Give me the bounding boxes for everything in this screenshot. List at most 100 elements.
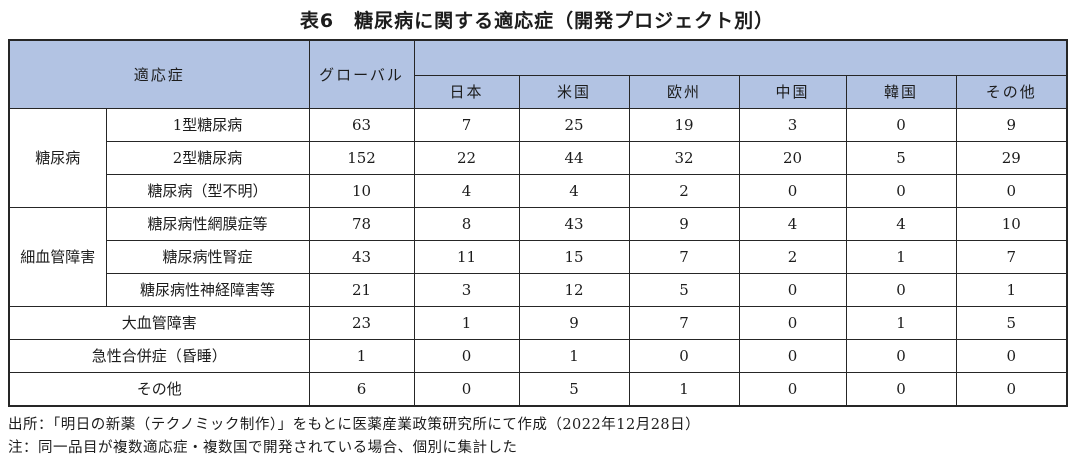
value-cell: 1: [518, 339, 630, 373]
header-row-regions: 日本 米国 欧州 中国 韓国 その他: [9, 75, 1068, 109]
header-region-band: [413, 39, 1068, 76]
value-cell: 0: [738, 306, 847, 340]
value-cell: 7: [628, 240, 740, 274]
value-cell: 1: [308, 339, 415, 373]
footnotes: 出所：「明日の新薬（テクノミック制作）」をもとに医薬産業政策研究所にて作成（20…: [8, 414, 1074, 460]
value-cell: 43: [308, 240, 415, 274]
value-cell: 5: [955, 306, 1068, 340]
value-cell: 19: [628, 108, 740, 142]
method-note: 注：同一品目が複数適応症・複数国で開発されている場合、個別に集計した: [8, 440, 518, 456]
value-cell: 0: [738, 273, 847, 307]
value-cell: 2: [738, 240, 847, 274]
row-label-neuropathy: 糖尿病性神経障害等: [105, 273, 310, 307]
table-row: 2型糖尿病 152 22 44 32 20 5 29: [9, 141, 1068, 175]
value-cell: 0: [845, 273, 957, 307]
value-cell: 10: [308, 174, 415, 208]
row-label-type2-diabetes: 2型糖尿病: [105, 141, 310, 175]
value-cell: 8: [413, 207, 520, 241]
value-cell: 152: [308, 141, 415, 175]
value-cell: 4: [845, 207, 957, 241]
value-cell: 43: [518, 207, 630, 241]
header-china: 中国: [738, 75, 847, 109]
value-cell: 0: [845, 108, 957, 142]
value-cell: 9: [628, 207, 740, 241]
value-cell: 6: [308, 372, 415, 407]
indications-table: 適応症 グローバル 日本 米国 欧州 中国 韓国 その他 糖尿病 1型糖尿病 6…: [8, 39, 1069, 407]
value-cell: 0: [738, 339, 847, 373]
value-cell: 20: [738, 141, 847, 175]
value-cell: 25: [518, 108, 630, 142]
value-cell: 0: [845, 372, 957, 407]
source-note: 出所：「明日の新薬（テクノミック制作）」をもとに医薬産業政策研究所にて作成（20…: [8, 417, 701, 433]
row-label-nephropathy: 糖尿病性腎症: [105, 240, 310, 274]
group-label-microvascular: 細血管障害: [8, 207, 107, 307]
row-label-type-unknown: 糖尿病（型不明）: [105, 174, 310, 208]
value-cell: 11: [413, 240, 520, 274]
table-row: 細血管障害 糖尿病性網膜症等 78 8 43 9 4 4 10: [8, 207, 1068, 307]
table-row: 急性合併症（昏睡） 1 0 1 0 0 0 0: [8, 339, 1068, 373]
header-japan: 日本: [413, 75, 520, 109]
value-cell: 0: [413, 372, 520, 407]
header-korea: 韓国: [845, 75, 957, 109]
value-cell: 7: [628, 306, 740, 340]
table-row: 糖尿病性腎症 43 11 15 7 2 1 7: [9, 240, 1068, 274]
value-cell: 4: [518, 174, 630, 208]
value-cell: 2: [628, 174, 740, 208]
table-row: 糖尿病性神経障害等 21 3 12 5 0 0 1: [9, 273, 1068, 307]
table-title: 表6 糖尿病に関する適応症（開発プロジェクト別）: [299, 10, 775, 32]
value-cell: 78: [308, 207, 415, 241]
value-cell: 1: [628, 372, 740, 407]
value-cell: 44: [518, 141, 630, 175]
row-label-others: その他: [8, 372, 310, 407]
value-cell: 1: [955, 273, 1068, 307]
row-label-acute-complications: 急性合併症（昏睡）: [8, 339, 310, 373]
value-cell: 0: [955, 174, 1068, 208]
value-cell: 5: [845, 141, 957, 175]
value-cell: 9: [518, 306, 630, 340]
value-cell: 5: [518, 372, 630, 407]
value-cell: 15: [518, 240, 630, 274]
value-cell: 3: [738, 108, 847, 142]
row-label-retinopathy: 糖尿病性網膜症等: [105, 207, 310, 241]
group-label-diabetes: 糖尿病: [8, 108, 107, 208]
header-europe: 欧州: [628, 75, 740, 109]
value-cell: 10: [955, 207, 1068, 241]
value-cell: 0: [738, 372, 847, 407]
value-cell: 3: [413, 273, 520, 307]
header-us: 米国: [518, 75, 630, 109]
value-cell: 7: [413, 108, 520, 142]
value-cell: 1: [845, 240, 957, 274]
value-cell: 0: [955, 339, 1068, 373]
value-cell: 29: [955, 141, 1068, 175]
value-cell: 0: [628, 339, 740, 373]
header-global: グローバル: [308, 39, 415, 109]
table-row: 糖尿病（型不明） 10 4 4 2 0 0 0: [9, 174, 1068, 208]
header-indication: 適応症: [8, 39, 310, 109]
value-cell: 63: [308, 108, 415, 142]
value-cell: 32: [628, 141, 740, 175]
value-cell: 21: [308, 273, 415, 307]
row-label-type1-diabetes: 1型糖尿病: [105, 108, 310, 142]
value-cell: 7: [955, 240, 1068, 274]
value-cell: 4: [413, 174, 520, 208]
row-label-macrovascular: 大血管障害: [8, 306, 310, 340]
value-cell: 0: [955, 372, 1068, 407]
value-cell: 1: [845, 306, 957, 340]
value-cell: 4: [738, 207, 847, 241]
value-cell: 0: [845, 174, 957, 208]
table-row: その他 6 0 5 1 0 0 0: [8, 372, 1068, 407]
value-cell: 22: [413, 141, 520, 175]
header-row-top: 適応症 グローバル: [8, 39, 1068, 109]
table-row: 大血管障害 23 1 9 7 0 1 5: [8, 306, 1068, 340]
value-cell: 0: [845, 339, 957, 373]
table-row: 糖尿病 1型糖尿病 63 7 25 19 3 0 9: [8, 108, 1068, 208]
value-cell: 0: [413, 339, 520, 373]
value-cell: 1: [413, 306, 520, 340]
value-cell: 12: [518, 273, 630, 307]
value-cell: 0: [738, 174, 847, 208]
value-cell: 23: [308, 306, 415, 340]
value-cell: 9: [955, 108, 1068, 142]
header-others: その他: [955, 75, 1068, 109]
value-cell: 5: [628, 273, 740, 307]
